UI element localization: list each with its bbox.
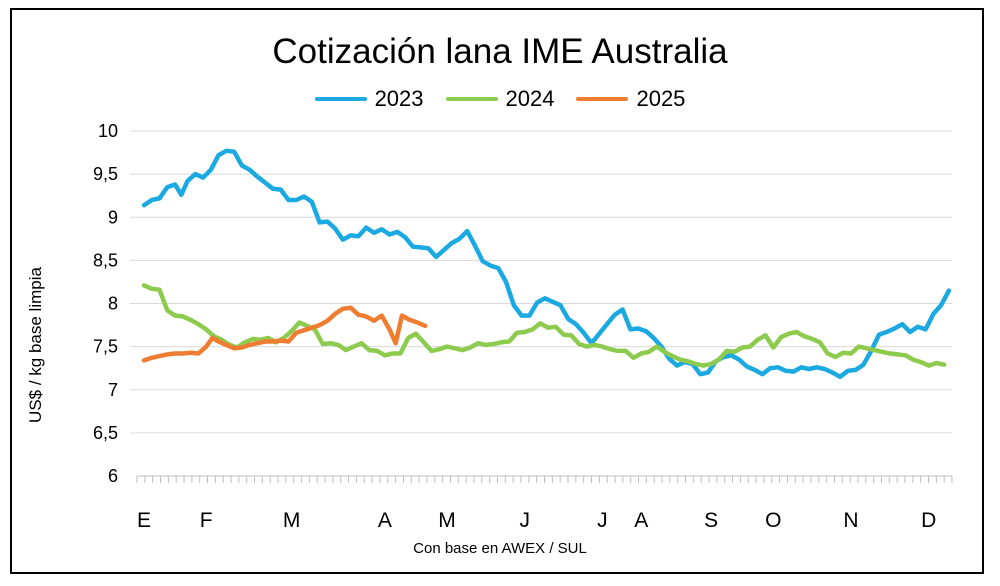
x-tick-label: O xyxy=(765,509,781,532)
x-tick-label: M xyxy=(283,509,301,532)
y-tick-label: 10 xyxy=(98,121,118,141)
y-tick-label: 7 xyxy=(108,380,118,400)
legend-item-2024: 2024 xyxy=(445,86,555,112)
chart-legend: 2023 2024 2025 xyxy=(0,86,1000,112)
legend-item-2025: 2025 xyxy=(576,86,685,112)
legend-swatch-2023 xyxy=(314,97,367,101)
x-tick-label: S xyxy=(704,509,718,532)
x-tick-label: M xyxy=(438,509,456,532)
x-tick-label: A xyxy=(378,509,392,532)
y-tick-label: 9,5 xyxy=(93,164,118,184)
legend-label-2024: 2024 xyxy=(505,86,555,111)
y-tick-label: 7,5 xyxy=(93,337,118,357)
gridlines xyxy=(130,130,952,434)
x-tick-label: E xyxy=(137,509,151,532)
x-tick-label: J xyxy=(519,509,530,532)
y-tick-label: 8,5 xyxy=(93,250,118,270)
x-tick-label: F xyxy=(200,509,213,532)
series-lines xyxy=(141,148,952,380)
y-tick-label: 6 xyxy=(108,466,118,486)
y-tick-label: 8 xyxy=(108,294,118,314)
x-tick-label: D xyxy=(921,509,936,532)
y-tick-label: 9 xyxy=(108,207,118,227)
x-axis xyxy=(136,475,953,483)
legend-label-2023: 2023 xyxy=(374,86,424,111)
chart-title: Cotización lana IME Australia xyxy=(272,32,728,71)
x-tick-label: J xyxy=(597,509,608,532)
legend-swatch-2024 xyxy=(445,97,498,101)
y-tick-label: 6,5 xyxy=(93,423,118,443)
legend-swatch-2025 xyxy=(576,97,629,101)
legend-item-2023: 2023 xyxy=(314,86,424,112)
x-tick-label: A xyxy=(634,509,648,532)
x-tick-label: N xyxy=(843,509,858,532)
series-line-2025 xyxy=(141,305,428,363)
series-line-2023 xyxy=(141,148,952,380)
y-tick-labels: 6 6,5 7 7,5 8 8,5 9 9,5 10 xyxy=(93,121,118,486)
legend-label-2025: 2025 xyxy=(636,86,686,111)
x-axis-label: Con base en AWEX / SUL xyxy=(413,540,587,557)
